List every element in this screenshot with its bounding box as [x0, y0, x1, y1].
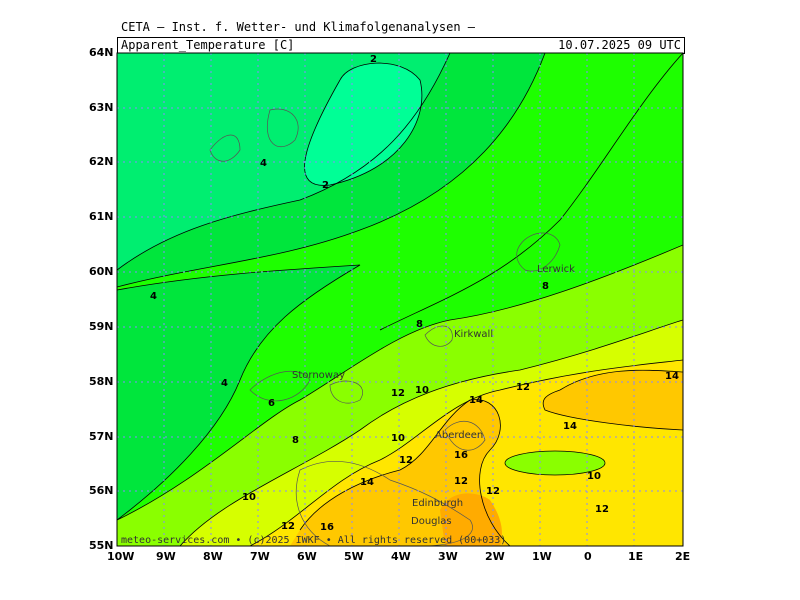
- contour-label: 4: [221, 378, 228, 389]
- lat-label: 63N: [89, 101, 114, 114]
- graticule: [117, 53, 683, 546]
- contour-label: 14: [665, 371, 679, 382]
- lon-label: 8W: [203, 550, 223, 563]
- lat-label: 56N: [89, 484, 114, 497]
- lon-label: 2E: [675, 550, 691, 563]
- field-band-10-pocket: [505, 451, 605, 475]
- contour-label: 12: [486, 486, 500, 497]
- lat-label: 59N: [89, 320, 114, 333]
- contour-label: 12: [595, 504, 609, 515]
- lon-label: 1E: [628, 550, 644, 563]
- contour-label: 14: [469, 395, 483, 406]
- contour-label: 12: [516, 382, 530, 393]
- timestamp-label: 10.07.2025 09 UTC: [558, 38, 681, 52]
- lat-label: 62N: [89, 155, 114, 168]
- contour-label: 8: [292, 435, 299, 446]
- contour-label: 12: [281, 521, 295, 532]
- city-douglas: Douglas: [411, 516, 452, 527]
- map-frame: [116, 52, 684, 547]
- contour-label: 12: [399, 455, 413, 466]
- contour-label: 4: [260, 158, 267, 169]
- contour-label: 2: [322, 180, 329, 191]
- contour-label-group: 2 2 4 4 4 6 8 8 8 10 10 10 10 12 12 12 1…: [150, 54, 679, 533]
- lon-label: 1W: [532, 550, 552, 563]
- copyright-footer: meteo-services.com • (c)2025 IWKF • All …: [121, 535, 507, 546]
- contour-label: 8: [542, 281, 549, 292]
- city-labels: Lerwick Kirkwall Stornoway Aberdeen Edin…: [292, 264, 575, 527]
- lat-label: 60N: [89, 265, 114, 278]
- contour-label: 10: [415, 385, 429, 396]
- contour-label: 10: [391, 433, 405, 444]
- city-stornoway: Stornoway: [292, 370, 345, 381]
- lon-label: 4W: [391, 550, 411, 563]
- contour-label: 10: [242, 492, 256, 503]
- lon-label: 10W: [107, 550, 135, 563]
- lon-label: 9W: [156, 550, 176, 563]
- chart-title: CETA — Inst. f. Wetter- und Klimafolgena…: [121, 20, 476, 34]
- lat-label: 64N: [89, 46, 114, 59]
- lon-label: 5W: [344, 550, 364, 563]
- city-kirkwall: Kirkwall: [454, 329, 493, 340]
- variable-label: Apparent_Temperature [C]: [121, 38, 295, 52]
- lat-label: 55N: [89, 539, 114, 552]
- contour-label: 16: [454, 450, 468, 461]
- contour-label: 14: [360, 477, 374, 488]
- contour-label: 6: [268, 398, 275, 409]
- lon-label: 6W: [297, 550, 317, 563]
- lon-label: 7W: [250, 550, 270, 563]
- lat-label: 57N: [89, 430, 114, 443]
- contour-label: 12: [454, 476, 468, 487]
- field-layer: [117, 53, 683, 546]
- contour-label: 16: [320, 522, 334, 533]
- city-edinburgh: Edinburgh: [412, 498, 463, 509]
- contour-label: 14: [563, 421, 577, 432]
- contour-label: 4: [150, 291, 157, 302]
- lat-label: 61N: [89, 210, 114, 223]
- field-band-16-cape: [440, 493, 502, 546]
- contour-lines: [117, 53, 683, 546]
- contour-label: 8: [416, 319, 423, 330]
- contour-label: 10: [587, 471, 601, 482]
- contour-label: 2: [370, 54, 377, 65]
- lon-label: 3W: [438, 550, 458, 563]
- city-aberdeen: Aberdeen: [435, 430, 483, 441]
- lat-label: 58N: [89, 375, 114, 388]
- field-band-14-east: [543, 370, 683, 430]
- city-lerwick: Lerwick: [537, 264, 575, 275]
- lon-label: 0: [584, 550, 592, 563]
- contour-label: 12: [391, 388, 405, 399]
- lon-label: 2W: [485, 550, 505, 563]
- field-band-6-south: [117, 265, 360, 520]
